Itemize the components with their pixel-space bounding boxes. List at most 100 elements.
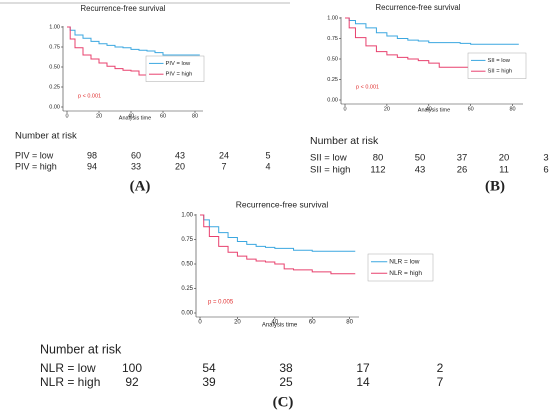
risk-count: 7: [437, 375, 444, 389]
risk-count: 60: [131, 150, 141, 160]
p-value: p = 0.005: [208, 300, 234, 306]
risk-table-title: Number at risk: [15, 131, 77, 142]
risk-count: 100: [122, 361, 142, 375]
risk-count: 4: [265, 161, 270, 171]
x-axis-label: Analysis time: [262, 323, 298, 329]
risk-count: 43: [415, 165, 426, 176]
y-tick-label: 0.25: [49, 84, 60, 90]
legend-label: SII = low: [488, 58, 511, 64]
x-tick-label: 20: [96, 113, 102, 119]
risk-count: 3: [543, 153, 548, 164]
risk-count: 24: [219, 150, 229, 160]
y-tick-label: 0.50: [181, 262, 193, 268]
y-tick-label: 0.00: [49, 104, 60, 110]
y-tick-label: 0.50: [49, 64, 60, 70]
x-tick-label: 60: [309, 320, 316, 326]
risk-table-title: Number at risk: [40, 342, 122, 356]
risk-count: 6: [543, 165, 548, 176]
risk-table-title: Number at risk: [310, 135, 379, 147]
x-tick-label: 40: [128, 113, 134, 119]
x-tick-label: 60: [468, 106, 474, 112]
p-value: p < 0.001: [78, 93, 101, 99]
risk-count: 33: [131, 161, 141, 171]
survival-curve: [200, 214, 356, 275]
risk-row-label: NLR = high: [40, 375, 100, 389]
risk-count: 39: [202, 375, 216, 389]
legend-box: [467, 52, 527, 79]
risk-count: 112: [370, 165, 385, 176]
km-chart: Recurrence-free survival 0.00 0.25 0.50 0.75…: [310, 3, 549, 194]
panel-label: (B): [485, 178, 505, 194]
risk-count: 11: [499, 165, 509, 176]
x-tick-label: 80: [192, 113, 198, 119]
risk-count: 92: [125, 375, 139, 389]
legend-label: PIV = low: [166, 61, 191, 67]
x-axis-label: Analysis time: [119, 115, 151, 121]
x-tick-label: 0: [198, 320, 202, 326]
y-tick-label: 0.75: [327, 36, 338, 42]
y-tick-label: 1.00: [181, 213, 193, 219]
risk-row-label: SII = low: [310, 153, 347, 164]
risk-count: 20: [499, 153, 510, 164]
x-tick-label: 0: [65, 113, 68, 119]
y-tick-label: 0.00: [181, 311, 193, 317]
y-tick-label: 0.50: [327, 56, 338, 62]
survival-curve: [345, 17, 519, 68]
y-tick-label: 0.00: [327, 97, 338, 103]
x-axis-label: Analysis time: [418, 107, 450, 113]
risk-count: 7: [221, 161, 226, 171]
risk-count: 43: [175, 150, 185, 160]
y-tick-label: 1.00: [49, 24, 60, 30]
risk-row-label: PIV = low: [15, 150, 54, 160]
survival-curve: [345, 17, 519, 45]
risk-count: 80: [373, 153, 384, 164]
km-chart: Recurrence-free survival 0.00 0.25 0.50 0.75…: [15, 4, 271, 194]
x-tick-label: 40: [426, 106, 432, 112]
y-tick-label: 0.25: [327, 77, 338, 83]
risk-row-label: SII = high: [310, 165, 350, 176]
risk-count: 94: [87, 161, 97, 171]
chart-title: Recurrence-free survival: [376, 3, 461, 12]
legend-label: NLR = low: [389, 258, 419, 265]
risk-count: 26: [457, 165, 468, 176]
legend-label: PIV = high: [166, 72, 193, 78]
risk-count: 98: [87, 150, 97, 160]
chart-title: Recurrence-free survival: [81, 4, 166, 13]
survival-curve: [67, 26, 200, 56]
panel-label: (A): [130, 178, 151, 194]
risk-row-label: PIV = high: [15, 161, 57, 171]
x-tick-label: 20: [234, 320, 241, 326]
x-tick-label: 0: [343, 106, 346, 112]
panel-label: (C): [273, 394, 294, 410]
risk-count: 2: [437, 361, 444, 375]
risk-count: 50: [415, 153, 426, 164]
y-tick-label: 0.25: [181, 286, 193, 292]
legend-box: [367, 253, 434, 282]
legend-label: NLR = high: [389, 270, 422, 277]
risk-count: 17: [356, 361, 370, 375]
x-tick-label: 60: [160, 113, 166, 119]
chart-title: Recurrence-free survival: [236, 199, 329, 209]
km-chart: Recurrence-free survival 0.00 0.25 0.50 0.75…: [40, 199, 444, 410]
p-value: p < 0.001: [356, 84, 379, 90]
x-tick-label: 40: [271, 320, 278, 326]
risk-count: 5: [265, 150, 270, 160]
risk-count: 54: [202, 361, 216, 375]
y-tick-label: 1.00: [327, 15, 338, 21]
legend-label: SII = high: [488, 69, 513, 75]
risk-count: 37: [457, 153, 468, 164]
legend-box: [145, 55, 205, 82]
y-tick-label: 0.75: [49, 44, 60, 50]
x-tick-label: 80: [509, 106, 515, 112]
x-tick-label: 20: [384, 106, 390, 112]
survival-curve: [200, 214, 356, 252]
survival-curve: [67, 26, 200, 76]
risk-count: 38: [279, 361, 293, 375]
risk-count: 20: [175, 161, 185, 171]
x-tick-label: 80: [346, 320, 353, 326]
y-tick-label: 0.75: [181, 237, 193, 243]
risk-count: 25: [279, 375, 293, 389]
risk-row-label: NLR = low: [40, 361, 96, 375]
risk-count: 14: [356, 375, 370, 389]
